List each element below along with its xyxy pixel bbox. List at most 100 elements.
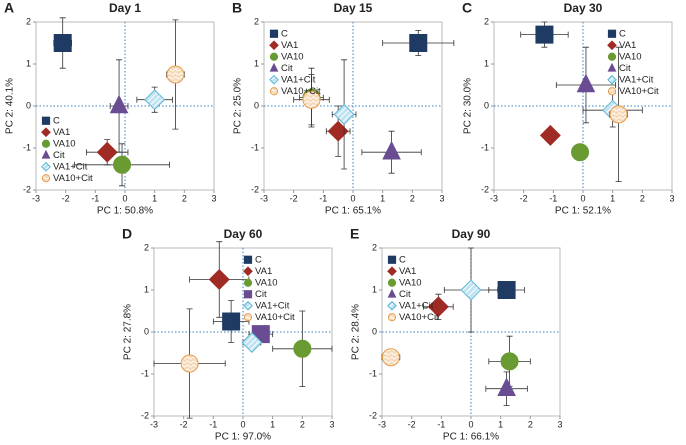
legend-label: VA10+Cit xyxy=(619,86,659,97)
x-tick-label: 2 xyxy=(528,419,533,429)
panel-letter: B xyxy=(232,0,242,16)
marker-diamond xyxy=(96,141,118,163)
marker-circle xyxy=(607,52,617,61)
marker-triangle xyxy=(41,149,51,159)
marker-triangle xyxy=(607,62,617,72)
panel-letter: D xyxy=(122,226,132,242)
marker-diamond xyxy=(333,103,355,125)
marker-circle xyxy=(166,65,185,84)
x-tick-label: -3 xyxy=(490,193,498,203)
legend-label: VA1+Cit xyxy=(399,300,434,311)
y-tick-label: -2 xyxy=(23,184,31,194)
x-tick-label: -1 xyxy=(319,193,327,203)
x-tick-label: -1 xyxy=(91,193,99,203)
panel-letter: C xyxy=(462,0,472,16)
marker-circle xyxy=(269,87,279,96)
x-tick-label: 3 xyxy=(669,193,674,203)
marker-circle xyxy=(381,348,400,367)
chart-title: Day 60 xyxy=(224,227,263,241)
x-tick-label: 2 xyxy=(410,193,415,203)
y-tick-label: 2 xyxy=(484,16,489,26)
y-tick-label: 1 xyxy=(254,58,259,68)
legend-label: VA10+Cit xyxy=(399,312,439,323)
x-axis-label: PC 1: 65.1% xyxy=(325,206,381,217)
marker-circle xyxy=(609,105,628,124)
legend-label: C xyxy=(281,28,288,39)
y-tick-label: -2 xyxy=(369,410,377,420)
y-tick-label: -2 xyxy=(481,184,489,194)
marker-diamond xyxy=(208,269,230,290)
x-axis-label: PC 1: 66.1% xyxy=(443,432,499,443)
marker-diamond xyxy=(427,296,449,318)
marker-circle xyxy=(387,278,397,287)
marker-diamond xyxy=(144,89,166,111)
chart-title: Day 1 xyxy=(109,1,141,15)
x-tick-label: -2 xyxy=(520,193,528,203)
x-tick-label: -1 xyxy=(437,419,445,429)
x-tick-label: -3 xyxy=(378,419,386,429)
marker-diamond xyxy=(607,40,617,51)
legend-label: C xyxy=(399,254,406,265)
marker-circle xyxy=(41,139,51,148)
y-axis-label: PC 2: 40.1% xyxy=(5,78,16,134)
legend-label: Cit xyxy=(255,289,267,300)
marker-square xyxy=(535,25,554,44)
marker-triangle xyxy=(576,73,596,93)
x-tick-label: -2 xyxy=(62,193,70,203)
marker-triangle xyxy=(497,377,516,396)
x-tick-label: 3 xyxy=(557,419,562,429)
legend-label: VA1+Cit xyxy=(53,161,88,172)
legend-label: C xyxy=(619,28,626,39)
panel-letter: E xyxy=(350,226,359,242)
x-tick-label: -3 xyxy=(260,193,268,203)
x-tick-label: 2 xyxy=(182,193,187,203)
x-tick-label: -3 xyxy=(150,419,158,429)
y-tick-label: 2 xyxy=(372,242,377,252)
marker-triangle xyxy=(382,140,401,160)
y-tick-label: -2 xyxy=(141,410,149,420)
marker-diamond xyxy=(243,266,253,277)
x-tick-label: 2 xyxy=(640,193,645,203)
marker-square xyxy=(607,29,617,38)
x-tick-label: 1 xyxy=(498,419,503,429)
marker-triangle xyxy=(109,94,129,114)
x-tick-label: 3 xyxy=(329,419,334,429)
marker-square xyxy=(41,116,51,125)
panel-letter: A xyxy=(4,0,14,16)
marker-circle xyxy=(113,155,132,174)
marker-diamond xyxy=(387,266,397,277)
x-tick-label: -2 xyxy=(290,193,298,203)
marker-diamond xyxy=(269,74,279,85)
legend-label: VA1 xyxy=(53,127,70,138)
y-tick-label: 1 xyxy=(484,58,489,68)
legend-label: C xyxy=(53,115,60,126)
y-tick-label: 0 xyxy=(372,326,377,336)
y-tick-label: 2 xyxy=(254,16,259,26)
marker-square xyxy=(53,34,72,52)
y-tick-label: -1 xyxy=(23,142,31,152)
marker-circle xyxy=(41,174,51,183)
y-tick-label: -1 xyxy=(141,368,149,378)
x-tick-label: -3 xyxy=(32,193,40,203)
y-axis-label: PC 2: 28.4% xyxy=(351,304,362,360)
y-axis-label: PC 2: 27.8% xyxy=(123,304,134,360)
y-tick-label: 2 xyxy=(26,16,31,26)
marker-diamond xyxy=(607,74,617,85)
marker-circle xyxy=(571,143,590,162)
chart-title: Day 15 xyxy=(334,1,373,15)
y-tick-label: 0 xyxy=(484,100,489,110)
x-tick-label: 1 xyxy=(380,193,385,203)
marker-circle xyxy=(293,339,312,358)
marker-diamond xyxy=(241,332,263,353)
y-tick-label: 2 xyxy=(144,242,149,252)
marker-circle xyxy=(243,313,253,322)
marker-square xyxy=(387,255,397,264)
marker-circle xyxy=(607,87,617,96)
legend-label: VA1 xyxy=(399,266,416,277)
x-tick-label: 2 xyxy=(300,419,305,429)
marker-diamond xyxy=(269,40,279,51)
y-tick-label: -1 xyxy=(369,368,377,378)
marker-diamond xyxy=(460,279,482,301)
y-tick-label: -1 xyxy=(481,142,489,152)
